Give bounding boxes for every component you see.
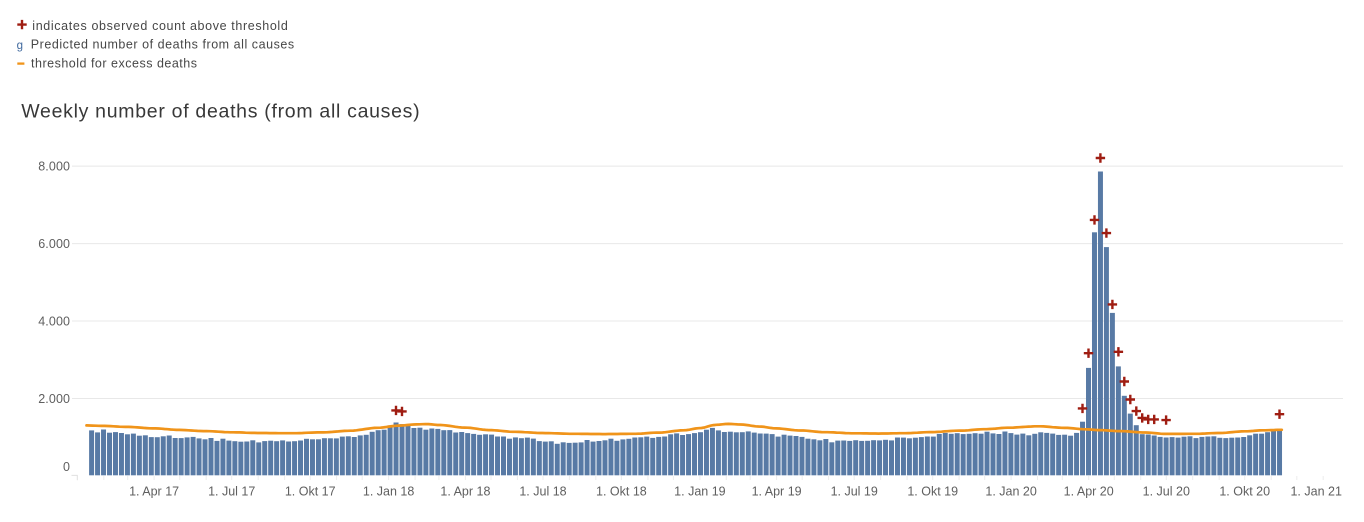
svg-text:6.000: 6.000 — [38, 237, 70, 251]
svg-text:1. Okt 17: 1. Okt 17 — [285, 485, 336, 499]
svg-text:1. Apr 20: 1. Apr 20 — [1064, 485, 1114, 499]
svg-text:1. Jul 19: 1. Jul 19 — [831, 485, 878, 499]
svg-text:1. Jan 20: 1. Jan 20 — [985, 485, 1036, 499]
svg-text:1. Okt 20: 1. Okt 20 — [1219, 485, 1270, 499]
svg-text:1. Jan 21: 1. Jan 21 — [1290, 485, 1341, 499]
svg-text:g: g — [17, 40, 23, 52]
svg-text:4.000: 4.000 — [38, 315, 70, 329]
svg-text:8.000: 8.000 — [38, 160, 70, 174]
svg-text:1. Okt 18: 1. Okt 18 — [596, 485, 647, 499]
svg-text:2.000: 2.000 — [38, 392, 70, 406]
svg-text:0: 0 — [63, 460, 70, 474]
svg-text:Predicted number of deaths fro: Predicted number of deaths from all caus… — [31, 38, 294, 52]
svg-text:1. Apr 17: 1. Apr 17 — [129, 485, 179, 499]
svg-text:1. Okt 19: 1. Okt 19 — [907, 485, 958, 499]
svg-text:1. Apr 19: 1. Apr 19 — [752, 485, 802, 499]
svg-text:1. Jan 19: 1. Jan 19 — [674, 485, 725, 499]
svg-text:indicates observed count above: indicates observed count above threshold — [32, 19, 288, 33]
svg-text:threshold for excess deaths: threshold for excess deaths — [31, 57, 197, 71]
svg-text:1. Jul 20: 1. Jul 20 — [1143, 485, 1190, 499]
svg-text:1. Jul 18: 1. Jul 18 — [519, 485, 566, 499]
svg-text:Weekly number of deaths (from: Weekly number of deaths (from all causes… — [21, 101, 419, 123]
svg-text:1. Jan 18: 1. Jan 18 — [363, 485, 414, 499]
svg-text:1. Apr 18: 1. Apr 18 — [440, 485, 490, 499]
svg-text:1. Jul 17: 1. Jul 17 — [208, 485, 255, 499]
